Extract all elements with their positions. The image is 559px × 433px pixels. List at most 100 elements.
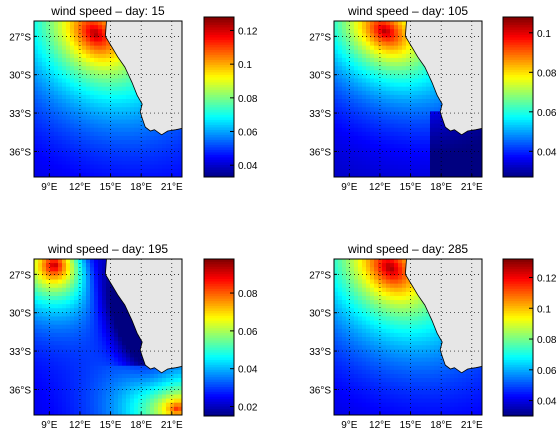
heatmap-cell [346,271,351,276]
heatmap-cell [74,160,79,166]
heatmap-cell [426,123,431,129]
heatmap-cell [86,345,91,350]
heatmap-cell [450,164,455,170]
heatmap-cell [450,156,455,161]
heatmap-cell [434,131,439,137]
heatmap-cell [378,160,383,166]
colorbar-segment [204,129,234,133]
heatmap-cell [86,144,91,149]
heatmap-cell [38,402,43,408]
heatmap-cell [90,373,95,379]
heatmap-cell [406,94,411,100]
heatmap-cell [366,62,371,67]
heatmap-cell [390,33,395,38]
heatmap-cell [38,267,43,272]
heatmap-cell [66,406,71,412]
heatmap-cell [46,25,51,30]
heatmap-cell [362,263,367,268]
heatmap-cell [134,131,139,137]
heatmap-cell [50,53,55,59]
heatmap-cell [122,390,127,395]
colorbar-segment [503,19,533,23]
heatmap-cell [334,345,339,350]
heatmap-cell [338,300,343,305]
heatmap-cell [346,279,351,285]
heatmap-cell [386,49,391,55]
heatmap-cell [378,57,383,63]
heatmap-cell [362,115,367,120]
heatmap-cell [114,320,119,326]
heatmap-cell [90,283,95,289]
heatmap-cell [138,406,143,412]
heatmap-cell [122,357,127,363]
heatmap-cell [126,103,131,108]
heatmap-cell [370,345,375,350]
heatmap-cell [358,94,363,100]
heatmap-cell [354,144,359,149]
heatmap-cell [414,135,419,141]
heatmap-cell [46,66,51,71]
heatmap-cell [74,361,79,367]
heatmap-cell [42,94,47,100]
heatmap-cell [358,49,363,55]
heatmap-cell [346,369,351,375]
heatmap-cell [418,144,423,149]
heatmap-cell [94,337,99,342]
heatmap-cell [370,78,375,83]
heatmap-cell [150,373,155,379]
heatmap-cell [102,361,107,367]
heatmap-cell [114,406,119,412]
heatmap-cell [118,66,123,71]
heatmap-cell [410,135,415,141]
heatmap-cell [94,410,99,416]
heatmap-cell [106,86,111,92]
heatmap-cell [66,90,71,96]
heatmap-cell [50,332,55,338]
heatmap-cell [110,107,115,112]
heatmap-cell [378,300,383,305]
heatmap-cell [374,357,379,363]
heatmap-cell [154,410,159,416]
heatmap-cell [386,144,391,149]
heatmap-cell [398,62,403,67]
heatmap-cell [442,144,447,149]
heatmap-cell [94,275,99,280]
heatmap-cell [106,94,111,100]
heatmap-cell [46,156,51,161]
heatmap-cell [358,37,363,42]
heatmap-cell [110,74,115,79]
heatmap-cell [114,357,119,363]
heatmap-cell [70,295,75,301]
heatmap-cell [354,37,359,42]
heatmap-cell [382,111,387,116]
heatmap-cell [106,135,111,141]
heatmap-cell [54,99,59,104]
heatmap-cell [358,312,363,317]
heatmap-cell [94,312,99,317]
heatmap-cell [78,86,83,92]
heatmap-cell [118,99,123,104]
colorbar-segment [503,169,533,173]
heatmap-cell [122,78,127,83]
heatmap-cell [46,259,51,264]
heatmap-cell [86,45,91,51]
heatmap-cell [342,115,347,120]
heatmap-cell [334,160,339,166]
heatmap-cell [66,378,71,383]
heatmap-cell [362,152,367,157]
heatmap-cell [350,160,355,166]
colorbar-segment [503,174,533,178]
heatmap-cell [38,398,43,404]
heatmap-cell [350,99,355,104]
heatmap-cell [390,78,395,83]
heatmap-cell [122,168,127,174]
heatmap-cell [118,328,123,334]
heatmap-cell [114,115,119,120]
heatmap-cell [98,86,103,92]
heatmap-cell [46,328,51,334]
heatmap-cell [334,332,339,338]
heatmap-cell [422,127,427,133]
heatmap-cell [366,402,371,408]
heatmap-cell [74,25,79,30]
heatmap-cell [118,308,123,313]
